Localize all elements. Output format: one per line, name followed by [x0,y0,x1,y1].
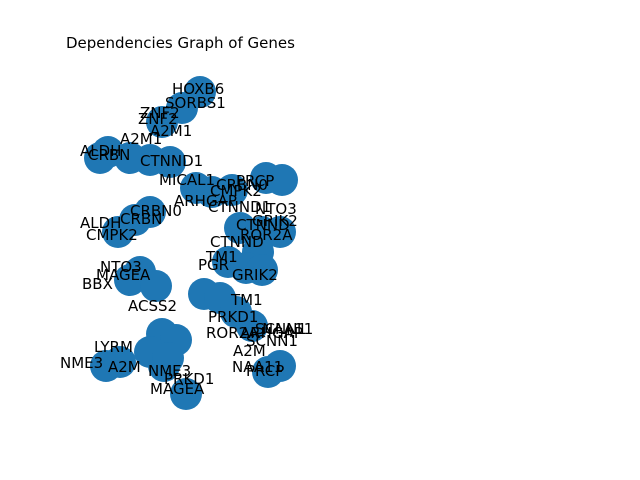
node-label: NAA11 [232,358,283,376]
node-label: ZNF2 [140,104,180,122]
node-label: MAGEA [96,266,151,284]
graph-node [152,342,184,374]
node-label: MAGEA [150,380,205,398]
node-label: NME3 [148,362,191,380]
node-label: CRBN [120,210,162,228]
node-label: CTNND [210,233,264,251]
graph-node [266,164,298,196]
node-label: PRCP [246,362,284,380]
node-label: CTNND [236,216,290,234]
node-label: ARHGAP [240,324,303,342]
graph-node [170,378,202,410]
node-label: LYRM [94,338,133,356]
node-label: TM1 [205,248,238,266]
node-label: PGR [198,256,229,274]
node-label: ZNF2 [138,110,178,128]
node-label: CRBN0 [216,176,268,194]
graph-node [246,254,278,286]
node-label: ACSS2 [128,297,177,315]
node-label: NTO3 [255,200,297,218]
node-label: ARHGAP [174,192,237,210]
node-label: ROR2A [206,324,259,342]
node-label: CMPK2 [210,182,262,200]
node-label: SCNN1 [246,332,298,350]
graph-node [236,310,268,342]
node-label: BBX [82,275,113,293]
graph-node [216,174,248,206]
node-label: ALDH [80,142,121,160]
node-label: NAA11 [262,320,313,338]
node-label: ALDH [80,214,121,232]
node-label: GRIK2 [252,212,298,230]
node-label: NME3 [60,354,103,372]
node-label: CRBN [88,146,130,164]
node-label: GRIK2 [232,266,278,284]
graph-node [84,142,116,174]
node-label: PRCP [236,172,274,190]
node-label: SORBS1 [165,94,226,112]
node-label: MICAL1 [159,171,215,189]
graph-node [114,264,146,296]
node-label: TM1 [230,291,263,309]
node-label: NTO3 [100,258,142,276]
graph-node [102,216,134,248]
node-label: PRKD1 [208,308,258,326]
graph-title: Dependencies Graph of Genes [66,34,295,52]
graph-node [140,270,172,302]
node-label: PRKD1 [164,370,214,388]
graph-node [146,106,178,138]
node-label: A2M1 [120,130,162,148]
node-label: A2M [108,358,141,376]
node-label: CRBN0 [130,202,182,220]
graph-node [114,142,146,174]
node-label: ROR2A [240,226,293,244]
node-label: SCNN1 [255,320,307,338]
node-label: A2M1 [150,122,192,140]
graph-node [264,216,296,248]
node-label: CTNND1 [140,152,203,170]
node-label: CMPK2 [86,226,138,244]
node-label: CTNND1 [208,198,271,216]
node-label: A2M [233,342,266,360]
graph-node [104,346,136,378]
graph-node [252,356,284,388]
node-label: HOXB6 [172,80,224,98]
